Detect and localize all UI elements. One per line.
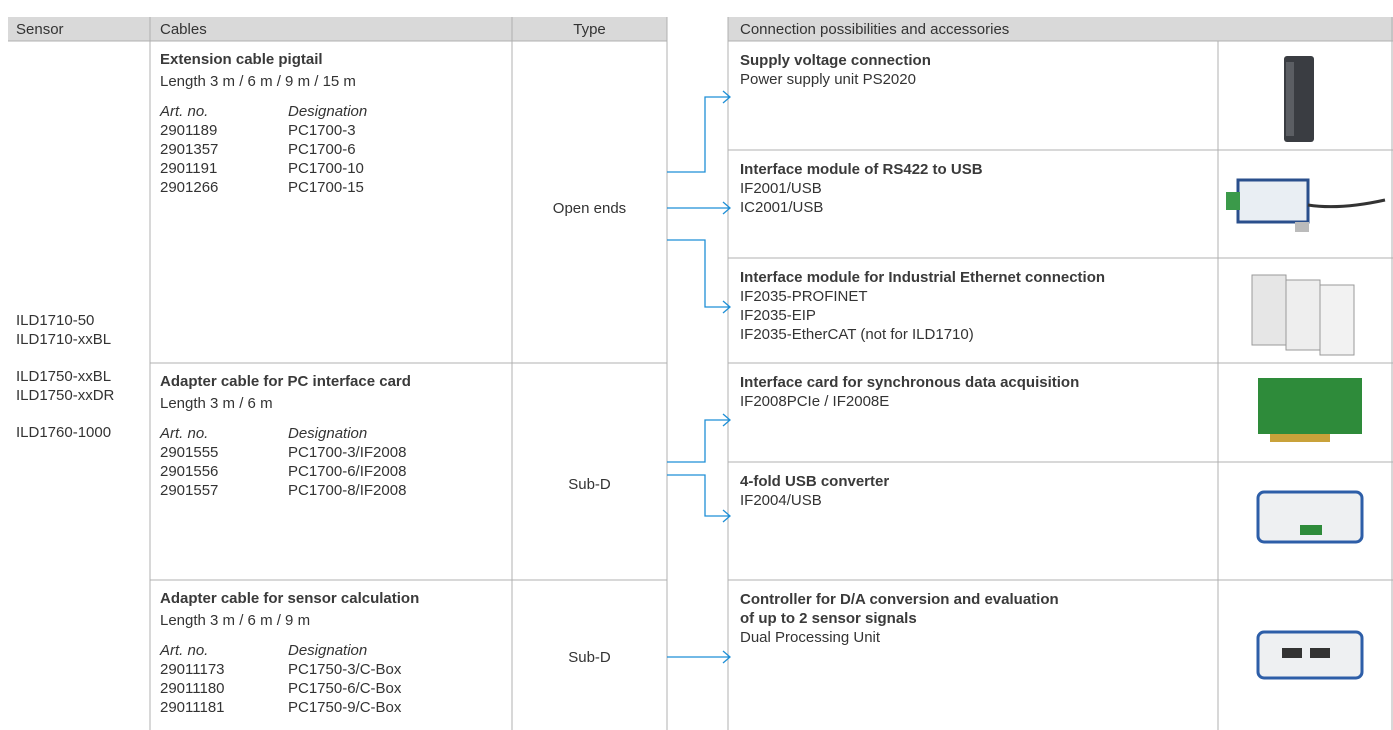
designation: PC1700-6	[288, 141, 356, 158]
accessory-title: of up to 2 sensor signals	[740, 610, 917, 627]
accessory-item: IF2008PCIe / IF2008E	[740, 393, 890, 410]
sensor-name: ILD1710-xxBL	[16, 331, 112, 348]
art-no: 2901189	[160, 122, 218, 139]
accessory-title: 4-fold USB converter	[740, 473, 890, 490]
cable-length: Length 3 m / 6 m	[160, 395, 273, 412]
column-label: Designation	[288, 103, 368, 120]
accessory-title: Supply voltage connection	[740, 52, 931, 69]
art-no: 2901357	[160, 141, 219, 158]
column-header: Type	[573, 21, 606, 38]
designation: PC1750-6/C-Box	[288, 680, 402, 697]
sensor-name: ILD1750-xxBL	[16, 368, 112, 385]
cable-title: Extension cable pigtail	[160, 51, 323, 68]
cable-title: Adapter cable for PC interface card	[160, 373, 411, 390]
header-bar	[728, 17, 1393, 41]
column-label: Art. no.	[160, 642, 209, 659]
designation: PC1700-6/IF2008	[288, 463, 407, 480]
art-no: 2901191	[160, 160, 218, 177]
cable-length: Length 3 m / 6 m / 9 m / 15 m	[160, 73, 356, 90]
header-bar	[8, 17, 667, 41]
sensor-name: ILD1760-1000	[16, 424, 112, 441]
column-header: Cables	[160, 21, 207, 38]
designation: PC1750-3/C-Box	[288, 661, 402, 678]
accessory-item: Dual Processing Unit	[740, 629, 881, 646]
art-no: 2901266	[160, 179, 219, 196]
art-no: 2901556	[160, 463, 219, 480]
column-label: Art. no.	[160, 103, 209, 120]
column-header: Sensor	[16, 21, 64, 38]
cable-title: Adapter cable for sensor calculation	[160, 590, 420, 607]
cable-type: Sub-D	[568, 476, 611, 493]
column-label: Art. no.	[160, 425, 209, 442]
designation: PC1700-3/IF2008	[288, 444, 407, 461]
designation: PC1750-9/C-Box	[288, 699, 402, 716]
accessory-item: IF2004/USB	[740, 492, 822, 509]
accessory-title: Interface module for Industrial Ethernet…	[740, 269, 1106, 286]
accessory-item: IC2001/USB	[740, 199, 824, 216]
cable-length: Length 3 m / 6 m / 9 m	[160, 612, 311, 629]
accessory-item: IF2035-EtherCAT (not for ILD1710)	[740, 326, 974, 343]
sensor-name: ILD1710-50	[16, 312, 95, 329]
designation: PC1700-10	[288, 160, 364, 177]
designation: PC1700-8/IF2008	[288, 482, 407, 499]
column-header: Connection possibilities and accessories	[740, 21, 1010, 38]
art-no: 2901557	[160, 482, 219, 499]
cable-type: Sub-D	[568, 649, 611, 666]
art-no: 2901555	[160, 444, 219, 461]
cable-type: Open ends	[552, 200, 627, 217]
column-label: Designation	[288, 425, 368, 442]
designation: PC1700-3	[288, 122, 356, 139]
accessory-item: IF2035-PROFINET	[740, 288, 868, 305]
art-no: 29011181	[160, 699, 225, 716]
accessory-item: Power supply unit PS2020	[740, 71, 916, 88]
accessory-item: IF2035-EIP	[740, 307, 816, 324]
accessory-title: Interface card for synchronous data acqu…	[740, 374, 1080, 391]
accessory-item: IF2001/USB	[740, 180, 822, 197]
accessory-title: Controller for D/A conversion and evalua…	[740, 591, 1059, 608]
column-label: Designation	[288, 642, 368, 659]
designation: PC1700-15	[288, 179, 364, 196]
art-no: 29011180	[160, 680, 225, 697]
accessory-title: Interface module of RS422 to USB	[740, 161, 983, 178]
art-no: 29011173	[160, 661, 225, 678]
sensor-name: ILD1750-xxDR	[16, 387, 115, 404]
